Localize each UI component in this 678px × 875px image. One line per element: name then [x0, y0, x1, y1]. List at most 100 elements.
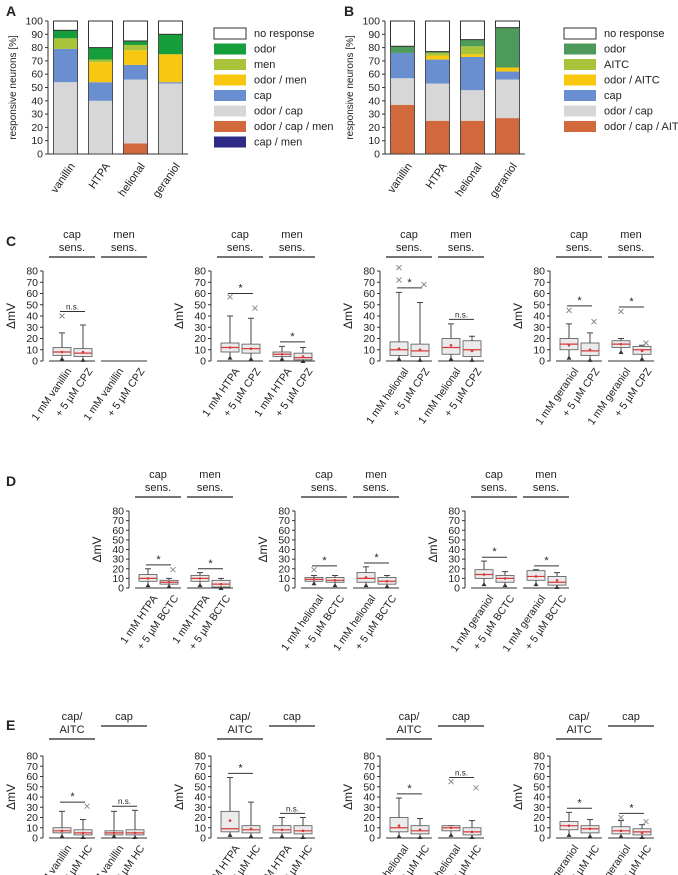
- chart-e-y-tick-label: 40: [363, 792, 375, 804]
- chart-e-min-marker: [300, 834, 306, 839]
- chart-e-y-tick-label: 50: [363, 781, 375, 793]
- chart-c-min-marker: [248, 356, 254, 361]
- chart-a-y-axis-label: responsive neurons [%]: [8, 35, 19, 140]
- chart-c-y-tick-label: 70: [26, 277, 38, 289]
- chart-e-mean-marker: [60, 829, 64, 833]
- chart-b-y-tick-label: 100: [362, 16, 380, 28]
- chart-a-legend-label: no response: [254, 28, 315, 40]
- panel-letter-b: B: [344, 3, 354, 19]
- chart-b-legend-swatch: [564, 43, 596, 55]
- chart-e-outlier-marker: [643, 818, 649, 825]
- chart-c-y-tick-label: 80: [533, 266, 545, 278]
- chart-c-mean-marker: [81, 350, 85, 354]
- chart-d-mean-marker: [333, 579, 337, 582]
- chart-d-y-tick-label: 40: [278, 544, 290, 556]
- chart-c-y-tick-label: 0: [200, 356, 206, 368]
- chart-c-mean-marker: [588, 348, 592, 352]
- chart-d-significance-label: *: [374, 552, 379, 564]
- chart-c-min-marker: [417, 357, 423, 362]
- chart-c-mean-marker: [280, 352, 284, 356]
- chart-d-group-header: cap: [149, 469, 167, 481]
- chart-d-min-marker: [533, 582, 539, 587]
- chart-c-min-marker: [469, 357, 475, 362]
- chart-c-group-header: sens.: [448, 242, 474, 254]
- chart-b-bar-odor-AITC-HTPA: [425, 55, 450, 60]
- chart-b-y-tick-label: 70: [368, 55, 380, 67]
- chart-b-bar-cap-helional: [460, 56, 485, 91]
- chart-d-min-marker: [332, 583, 338, 588]
- chart-d-mean-marker: [312, 578, 316, 581]
- chart-d-outlier-marker: [311, 566, 317, 573]
- chart-d-min-marker: [363, 583, 369, 588]
- chart-e-y-tick-label: 60: [26, 771, 38, 783]
- chart-c-y-tick-label: 30: [26, 322, 38, 334]
- chart-b-x-tick-label: HTPA: [424, 160, 451, 191]
- chart-b-bar-cap-geraniol: [495, 71, 520, 80]
- chart-c-group-header: sens.: [279, 242, 305, 254]
- chart-c-group-header: men: [620, 229, 641, 241]
- chart-a-bar-men-helional: [123, 44, 148, 51]
- chart-c-outlier-marker: [643, 340, 649, 346]
- chart-c-significance-label: *: [629, 296, 634, 308]
- chart-b-bar-odor-AITC-helional: [460, 54, 485, 57]
- chart-d-y-tick-label: 80: [112, 506, 124, 518]
- chart-e-y-axis-label: ΔmV: [341, 784, 355, 810]
- chart-e-y-axis-label: ΔmV: [511, 784, 525, 810]
- chart-d-group-header: cap: [315, 469, 333, 481]
- chart-e-mean-marker: [112, 831, 116, 835]
- chart-a-y-tick-label: 100: [25, 16, 43, 28]
- chart-e-min-marker: [248, 833, 254, 838]
- chart-d-y-tick-label: 70: [112, 515, 124, 527]
- chart-e-significance-label: *: [577, 797, 582, 809]
- chart-e-min-marker: [417, 834, 423, 839]
- chart-e-y-tick-label: 10: [194, 822, 206, 834]
- chart-a-x-tick-label: geraniol: [151, 161, 183, 200]
- panel-letter-d: D: [6, 473, 16, 489]
- chart-d-y-tick-label: 60: [112, 525, 124, 537]
- chart-c-mean-marker: [397, 347, 401, 350]
- chart-a-x-tick-label: HTPA: [87, 160, 114, 191]
- chart-d-group-header: sens.: [481, 482, 507, 494]
- chart-d-y-tick-label: 80: [448, 506, 460, 518]
- chart-a-y-tick-label: 30: [31, 109, 43, 121]
- chart-b-legend-swatch: [564, 121, 596, 132]
- chart-a-bar-odor-vanillin: [53, 30, 78, 39]
- chart-c-mean-marker: [567, 343, 571, 347]
- panel-letter-c: C: [6, 233, 16, 249]
- chart-c-mean-marker: [470, 349, 474, 353]
- chart-c-y-tick-label: 60: [363, 288, 375, 300]
- chart-a-legend-swatch: [214, 121, 246, 132]
- chart-a-bar-men-vanillin: [53, 38, 78, 49]
- chart-c-min-marker: [639, 356, 645, 361]
- chart-a-legend-label: cap / men: [254, 137, 302, 149]
- chart-d-y-axis-label: ΔmV: [256, 536, 270, 562]
- chart-c-mean-marker: [449, 343, 453, 347]
- chart-d-y-axis-label: ΔmV: [90, 536, 104, 562]
- chart-e-y-tick-label: 20: [194, 812, 206, 824]
- chart-e-y-tick-label: 50: [533, 781, 545, 793]
- chart-e-y-tick-label: 30: [533, 802, 545, 814]
- chart-c-min-marker: [279, 356, 285, 361]
- chart-e-significance-label: *: [407, 783, 412, 795]
- chart-c-outlier-marker: [396, 277, 402, 283]
- chart-c-y-axis-label: ΔmV: [511, 303, 525, 329]
- chart-e-y-tick-label: 70: [26, 761, 38, 773]
- chart-e-mean-marker: [449, 826, 453, 830]
- chart-e-y-tick-label: 20: [363, 812, 375, 824]
- chart-c-significance-label: *: [238, 283, 243, 295]
- chart-b-bar-no-response-vanillin: [390, 20, 415, 47]
- chart-e-min-marker: [618, 833, 624, 838]
- chart-b-bar-no-response-helional: [460, 20, 485, 41]
- panel-letter-e: E: [6, 717, 15, 733]
- chart-c-y-tick-label: 0: [539, 356, 545, 368]
- chart-c-significance-label: n.s.: [66, 303, 79, 312]
- chart-d-significance-label: *: [208, 558, 213, 570]
- chart-a-bar-cap-HTPA: [88, 82, 113, 101]
- chart-c-y-tick-label: 40: [533, 311, 545, 323]
- chart-e-y-tick-label: 30: [26, 802, 38, 814]
- chart-c-y-tick-label: 80: [194, 266, 206, 278]
- chart-e-min-marker: [59, 833, 65, 838]
- chart-e-mean-marker: [133, 831, 137, 835]
- chart-d-group-header: men: [199, 469, 220, 481]
- chart-d-y-tick-label: 70: [448, 515, 460, 527]
